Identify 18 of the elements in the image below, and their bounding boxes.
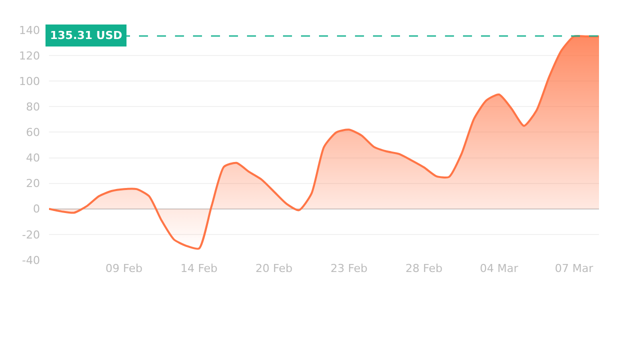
y-tick-label: 80 [26, 100, 40, 114]
ref-line-label: 135.31 USD [50, 29, 122, 42]
y-tick-label: -20 [22, 228, 40, 242]
x-tick-label: 07 Mar [554, 262, 594, 275]
x-tick-label: 14 Feb [180, 262, 218, 275]
x-tick-label: 04 Mar [480, 262, 519, 275]
y-tick-label: 40 [26, 152, 40, 165]
y-tick-label: 120 [19, 49, 40, 62]
y-tick-label: 0 [33, 202, 40, 216]
y-tick-label: 60 [26, 126, 40, 140]
x-tick-label: 20 Feb [256, 262, 292, 275]
x-tick-label: 28 Feb [406, 262, 442, 275]
y-tick-label: -40 [22, 254, 40, 267]
y-tick-label: 100 [19, 74, 40, 88]
y-tick-label: 20 [26, 177, 40, 190]
y-tick-label: 140 [19, 24, 40, 37]
x-tick-label: 09 Feb [106, 262, 142, 275]
x-tick-label: 23 Feb [330, 262, 368, 275]
